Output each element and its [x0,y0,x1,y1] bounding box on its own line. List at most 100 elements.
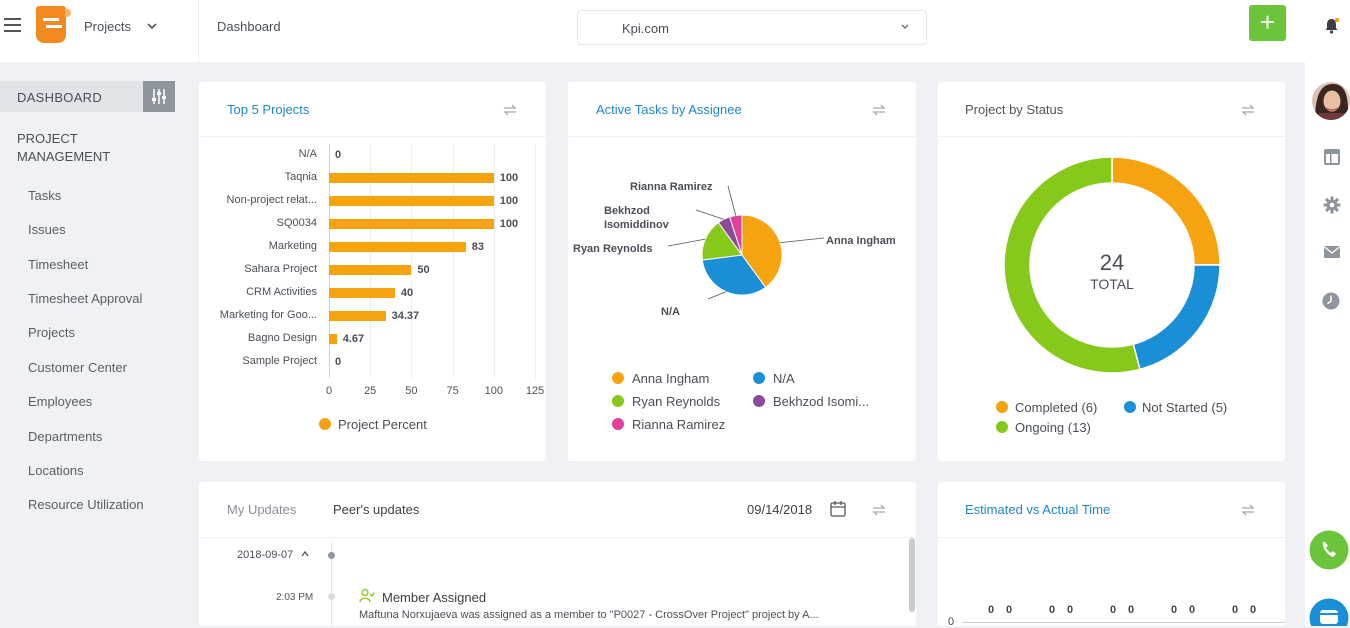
card-header-divider [938,136,1285,137]
feed-time: 2:03 PM [276,592,314,603]
sidebar-item-employees[interactable]: Employees [28,394,93,409]
legend-na[interactable]: N/A [773,371,795,386]
grid-line [493,144,495,378]
card-header-divider [199,136,546,137]
gear-icon[interactable] [1323,196,1341,214]
breadcrumb: Dashboard [217,19,281,34]
mail-icon[interactable] [1323,243,1341,261]
donut-total-label: TOTAL [1090,276,1134,292]
refresh-icon[interactable] [501,102,519,118]
clock-icon[interactable] [1322,292,1340,310]
chevron-down-icon[interactable] [147,22,157,30]
legend-completed[interactable]: Completed (6) [1015,400,1098,415]
avatar[interactable] [1311,81,1350,121]
bar[interactable] [329,265,412,275]
sidebar-item-resource-utilization[interactable]: Resource Utilization [28,497,144,512]
legend-anna-ingham[interactable]: Anna Ingham [632,371,710,386]
legend-swatch [612,372,624,384]
app-logo [36,6,71,43]
grid-line [452,144,454,378]
card-title: Estimated vs Actual Time [965,502,1111,517]
customize-button[interactable] [143,81,175,112]
bar[interactable] [329,219,494,229]
refresh-icon[interactable] [1239,502,1257,518]
pie-leader-line [780,237,825,244]
refresh-icon[interactable] [1239,102,1257,118]
sidebar-item-customer-center[interactable]: Customer Center [28,360,127,375]
sidebar [0,62,186,626]
bar-category-label: Marketing [268,240,317,252]
sidebar-item-tasks[interactable]: Tasks [28,188,62,203]
legend-swatch [1124,401,1136,413]
bar-value-label: 50 [417,264,430,276]
section-line-1: PROJECT [17,131,78,146]
legend-rianna-ramirez[interactable]: Rianna Ramirez [632,417,726,432]
legend-swatch [753,395,765,407]
bar-category-label: Bagno Design [247,332,317,344]
sidebar-item-timesheet[interactable]: Timesheet [28,257,89,272]
grid-line [329,144,330,378]
date-filter-value[interactable]: 09/14/2018 [747,502,813,517]
data-label: 0 [1067,604,1074,616]
legend-swatch [753,372,765,384]
bar[interactable] [329,334,337,344]
bar-value-label: 100 [499,218,519,230]
bar[interactable] [329,288,395,298]
phone-icon[interactable] [1309,530,1349,570]
bar[interactable] [329,311,386,321]
chevron-down-icon [901,24,909,29]
donut-chart [1003,156,1221,374]
timeline-dot [328,593,335,600]
bar-value-label: 100 [499,195,519,207]
card-project-status [938,82,1285,461]
bar[interactable] [329,196,494,206]
tab-peer-updates[interactable]: Peer's updates [333,502,420,517]
workspace-select[interactable]: Kpi.com [577,10,927,45]
feed-event-detail[interactable]: Maftuna Norxujaeva was assigned as a mem… [359,609,819,621]
legend-not-started[interactable]: Not Started (5) [1142,400,1228,415]
sidebar-item-timesheet-approval[interactable]: Timesheet Approval [28,291,143,306]
chat-icon[interactable] [1309,598,1349,626]
scrollbar[interactable] [909,538,915,612]
bar-value-label: 34.37 [391,310,420,322]
bar-category-label: CRM Activities [246,286,317,298]
bell-icon[interactable] [1324,18,1339,34]
pie-label-ryan-reynolds: Ryan Reynolds [573,243,653,255]
chevron-up-icon[interactable] [300,550,310,558]
menu-icon[interactable] [4,18,21,20]
bar[interactable] [329,173,494,183]
layout-icon[interactable] [1323,148,1341,166]
grid-line [370,144,372,378]
pie-chart [667,185,825,300]
bar-value-label: 40 [400,287,414,299]
legend-bekhzod[interactable]: Bekhzod Isomi... [773,394,870,409]
bar[interactable] [329,242,466,252]
donut-slice[interactable] [1003,156,1141,374]
legend-ryan-reynolds[interactable]: Ryan Reynolds [632,394,721,409]
pie-leader-line [727,185,737,216]
sidebar-item-departments[interactable]: Departments [28,429,103,444]
sidebar-item-issues[interactable]: Issues [28,222,66,237]
data-label: 0 [1049,604,1056,616]
pie-label-rianna-ramirez: Rianna Ramirez [630,181,713,193]
data-label: 0 [988,604,995,616]
tab-my-updates[interactable]: My Updates [227,502,297,517]
card-title: Project by Status [965,102,1064,117]
pie-label-anna-ingham: Anna Ingham [826,235,896,247]
data-label: 0 [1110,604,1117,616]
project-selector[interactable]: Projects [84,19,131,34]
calendar-icon[interactable] [830,500,846,517]
refresh-icon[interactable] [870,102,888,118]
pie-slice[interactable] [701,221,743,261]
legend-project-percent[interactable]: Project Percent [338,417,427,432]
refresh-icon[interactable] [870,502,888,518]
donut-slice[interactable] [1111,156,1221,266]
sidebar-item-locations[interactable]: Locations [28,463,84,478]
sidebar-item-projects[interactable]: Projects [28,325,75,340]
card-title: Active Tasks by Assignee [596,102,742,117]
feed-event-title: Member Assigned [382,590,487,605]
card-updates [199,482,916,626]
legend-ongoing[interactable]: Ongoing (13) [1015,420,1091,435]
add-button[interactable]: + [1249,5,1286,41]
workspace-label: Kpi.com [622,21,669,36]
